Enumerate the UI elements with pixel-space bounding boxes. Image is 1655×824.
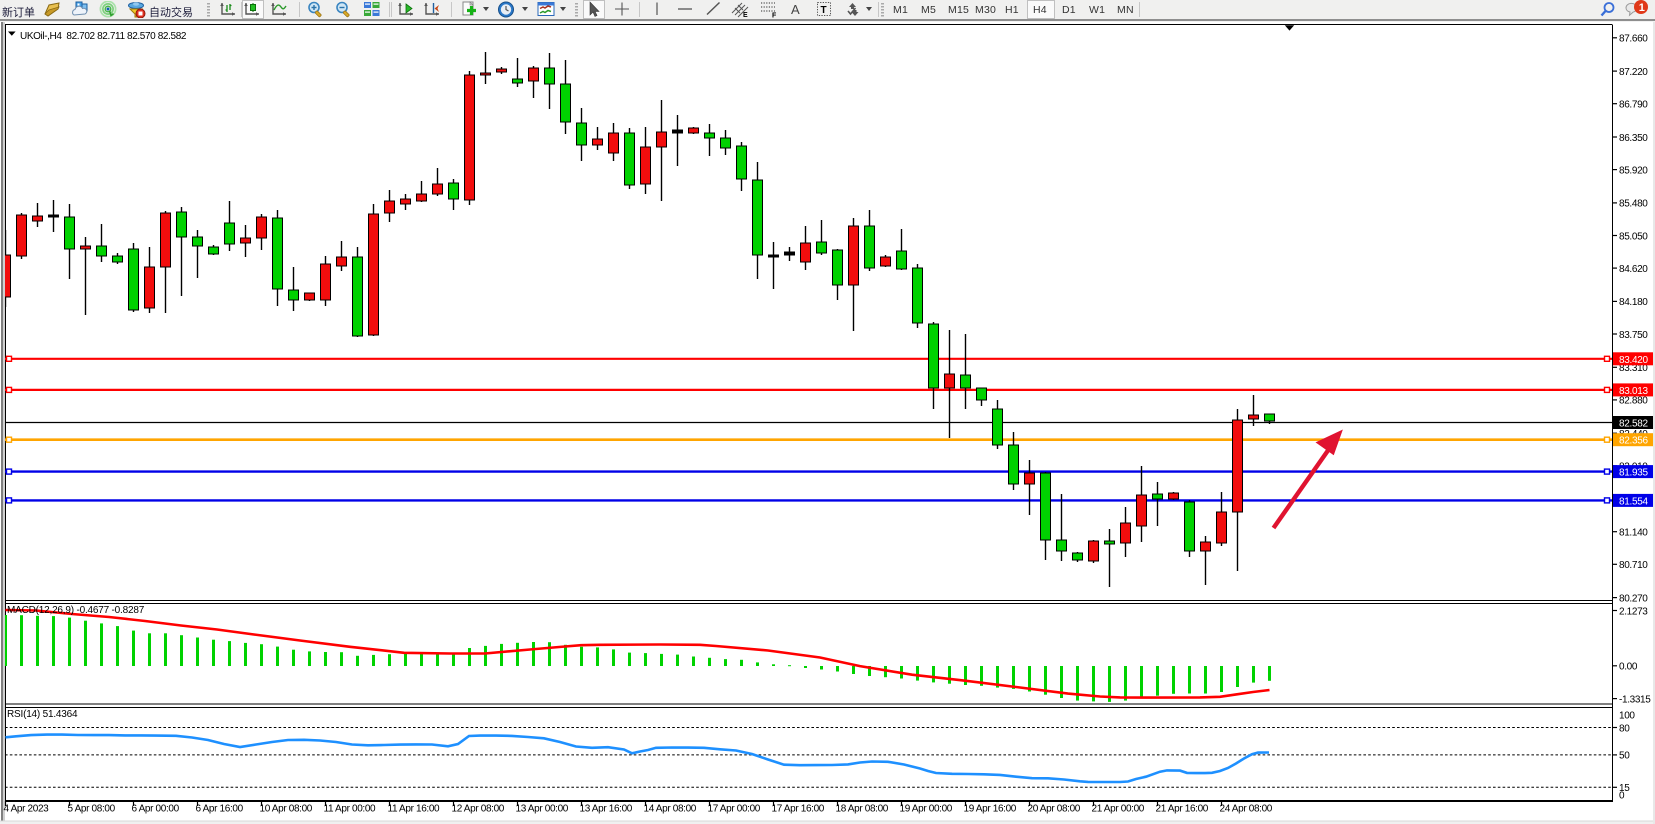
svg-text:11 Apr 00:00: 11 Apr 00:00 — [324, 804, 377, 815]
svg-text:RSI(14) 51.4364: RSI(14) 51.4364 — [7, 709, 78, 720]
svg-text:82.880: 82.880 — [1619, 396, 1648, 407]
svg-text:0.00: 0.00 — [1619, 662, 1638, 673]
svg-text:85.480: 85.480 — [1619, 199, 1648, 210]
svg-text:87.220: 87.220 — [1619, 67, 1648, 78]
svg-text:84.620: 84.620 — [1619, 264, 1648, 275]
svg-text:24 Apr 08:00: 24 Apr 08:00 — [1220, 804, 1273, 815]
svg-text:87.660: 87.660 — [1619, 34, 1648, 45]
svg-text:86.350: 86.350 — [1619, 133, 1648, 144]
svg-text:E: E — [743, 12, 748, 18]
svg-text:85.920: 85.920 — [1619, 165, 1648, 176]
svg-text:17 Apr 16:00: 17 Apr 16:00 — [772, 804, 825, 815]
svg-text:83.420: 83.420 — [1619, 355, 1649, 366]
svg-text:4 Apr 2023: 4 Apr 2023 — [4, 804, 50, 815]
svg-text:100: 100 — [1619, 710, 1635, 721]
svg-text:19 Apr 16:00: 19 Apr 16:00 — [964, 804, 1017, 815]
svg-text:21 Apr 00:00: 21 Apr 00:00 — [1092, 804, 1145, 815]
svg-text:F: F — [772, 13, 777, 19]
svg-text:15: 15 — [1619, 783, 1630, 794]
svg-text:0: 0 — [1619, 790, 1625, 801]
svg-text:83.310: 83.310 — [1619, 363, 1648, 374]
svg-text:19 Apr 00:00: 19 Apr 00:00 — [900, 804, 953, 815]
svg-text:81.554: 81.554 — [1619, 496, 1649, 507]
svg-text:6 Apr 00:00: 6 Apr 00:00 — [132, 804, 180, 815]
svg-text:21 Apr 16:00: 21 Apr 16:00 — [1156, 804, 1209, 815]
svg-text:UKOil-,H4 82.702 82.711 82.57: UKOil-,H4 82.702 82.711 82.570 82.582 — [20, 31, 187, 42]
svg-text:T: T — [821, 5, 827, 16]
svg-text:6 Apr 16:00: 6 Apr 16:00 — [196, 804, 244, 815]
svg-text:13 Apr 16:00: 13 Apr 16:00 — [580, 804, 633, 815]
svg-text:80.710: 80.710 — [1619, 560, 1648, 571]
svg-text:84.180: 84.180 — [1619, 297, 1648, 308]
svg-text:13 Apr 00:00: 13 Apr 00:00 — [516, 804, 569, 815]
svg-text:10 Apr 08:00: 10 Apr 08:00 — [260, 804, 313, 815]
svg-text:83.750: 83.750 — [1619, 330, 1648, 341]
svg-text:83.013: 83.013 — [1619, 386, 1649, 397]
svg-text:2.1273: 2.1273 — [1619, 606, 1648, 617]
svg-text:86.790: 86.790 — [1619, 100, 1648, 111]
svg-text:82.356: 82.356 — [1619, 436, 1649, 447]
svg-text:14 Apr 08:00: 14 Apr 08:00 — [644, 804, 697, 815]
svg-text:MACD(12,26,9) -0.4677 -0.8287: MACD(12,26,9) -0.4677 -0.8287 — [7, 605, 145, 616]
svg-text:-1.3315: -1.3315 — [1619, 694, 1651, 705]
svg-text:82.582: 82.582 — [1619, 419, 1649, 430]
svg-text:5 Apr 08:00: 5 Apr 08:00 — [68, 804, 116, 815]
svg-text:18 Apr 08:00: 18 Apr 08:00 — [836, 804, 889, 815]
svg-text:50: 50 — [1619, 751, 1630, 762]
svg-text:85.050: 85.050 — [1619, 231, 1648, 242]
svg-text:17 Apr 00:00: 17 Apr 00:00 — [708, 804, 761, 815]
svg-text:20 Apr 08:00: 20 Apr 08:00 — [1028, 804, 1081, 815]
svg-text:81.935: 81.935 — [1619, 468, 1649, 479]
svg-text:80: 80 — [1619, 723, 1630, 734]
svg-text:80.270: 80.270 — [1619, 593, 1648, 604]
svg-text:1: 1 — [1639, 2, 1645, 14]
svg-text:81.140: 81.140 — [1619, 528, 1648, 539]
svg-text:11 Apr 16:00: 11 Apr 16:00 — [388, 804, 441, 815]
svg-text:12 Apr 08:00: 12 Apr 08:00 — [452, 804, 505, 815]
